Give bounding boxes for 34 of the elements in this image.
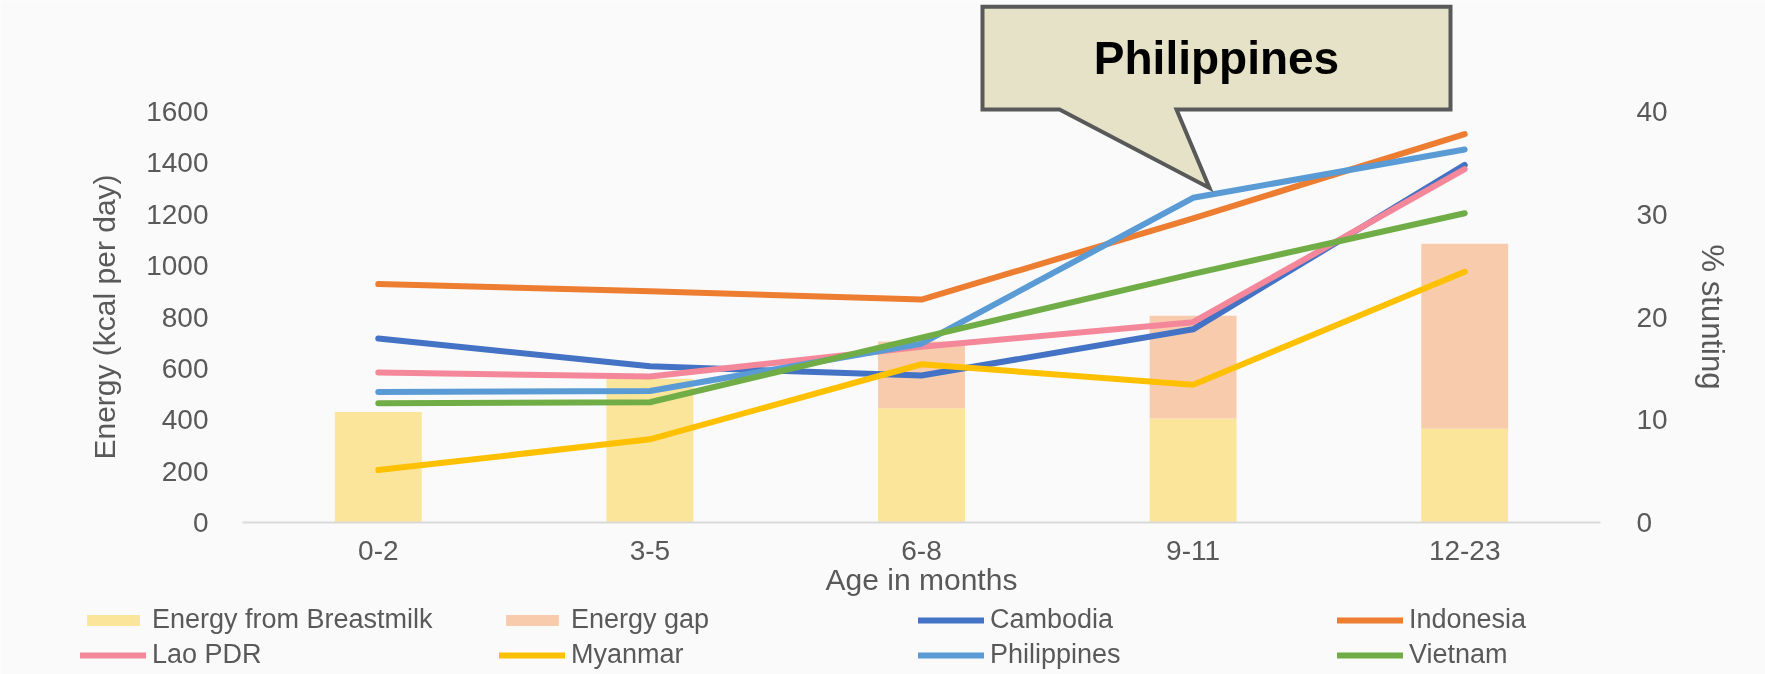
bar bbox=[1421, 428, 1509, 523]
y-tick-label: 400 bbox=[161, 404, 209, 436]
y-tick-label: 600 bbox=[161, 352, 209, 384]
y-tick-label: 1000 bbox=[146, 250, 209, 282]
x-tick-label: 0-2 bbox=[358, 534, 399, 566]
y-tick-label: 200 bbox=[161, 455, 209, 487]
legend-label: Philippines bbox=[990, 639, 1122, 670]
y2-tick-label: 10 bbox=[1636, 404, 1668, 436]
legend-label: Myanmar bbox=[571, 639, 685, 670]
y2-tick-label: 0 bbox=[1636, 507, 1653, 538]
y-tick-label: 1400 bbox=[146, 147, 209, 179]
y-tick-label: 1200 bbox=[146, 198, 209, 230]
y2-tick-label: 30 bbox=[1636, 198, 1668, 230]
legend-label: Lao PDR bbox=[152, 639, 263, 670]
x-tick-label: 9-11 bbox=[1166, 534, 1221, 566]
legend-label: Indonesia bbox=[1409, 604, 1528, 635]
y-tick-label: 0 bbox=[192, 507, 209, 538]
bar bbox=[1149, 418, 1237, 523]
legend-label: Energy from Breastmilk bbox=[152, 604, 434, 635]
y-tick-label: 1600 bbox=[146, 96, 209, 127]
legend-label: Cambodia bbox=[990, 604, 1115, 635]
x-tick-label: 12-23 bbox=[1428, 534, 1501, 566]
y2-tick-label: 20 bbox=[1636, 301, 1668, 333]
x-tick-label: 3-5 bbox=[629, 534, 671, 566]
bar bbox=[334, 412, 422, 523]
y-tick-label: 800 bbox=[161, 301, 209, 333]
y2-tick-label: 40 bbox=[1636, 96, 1668, 127]
y2-axis-title: % stunting bbox=[1694, 244, 1730, 390]
bar bbox=[878, 408, 965, 523]
bar bbox=[1421, 243, 1509, 429]
legend-label: Energy gap bbox=[571, 604, 711, 635]
y-axis-title: Energy (kcal per day) bbox=[88, 174, 122, 460]
legend-label: Vietnam bbox=[1409, 639, 1509, 670]
text: Philippines bbox=[1093, 32, 1340, 85]
